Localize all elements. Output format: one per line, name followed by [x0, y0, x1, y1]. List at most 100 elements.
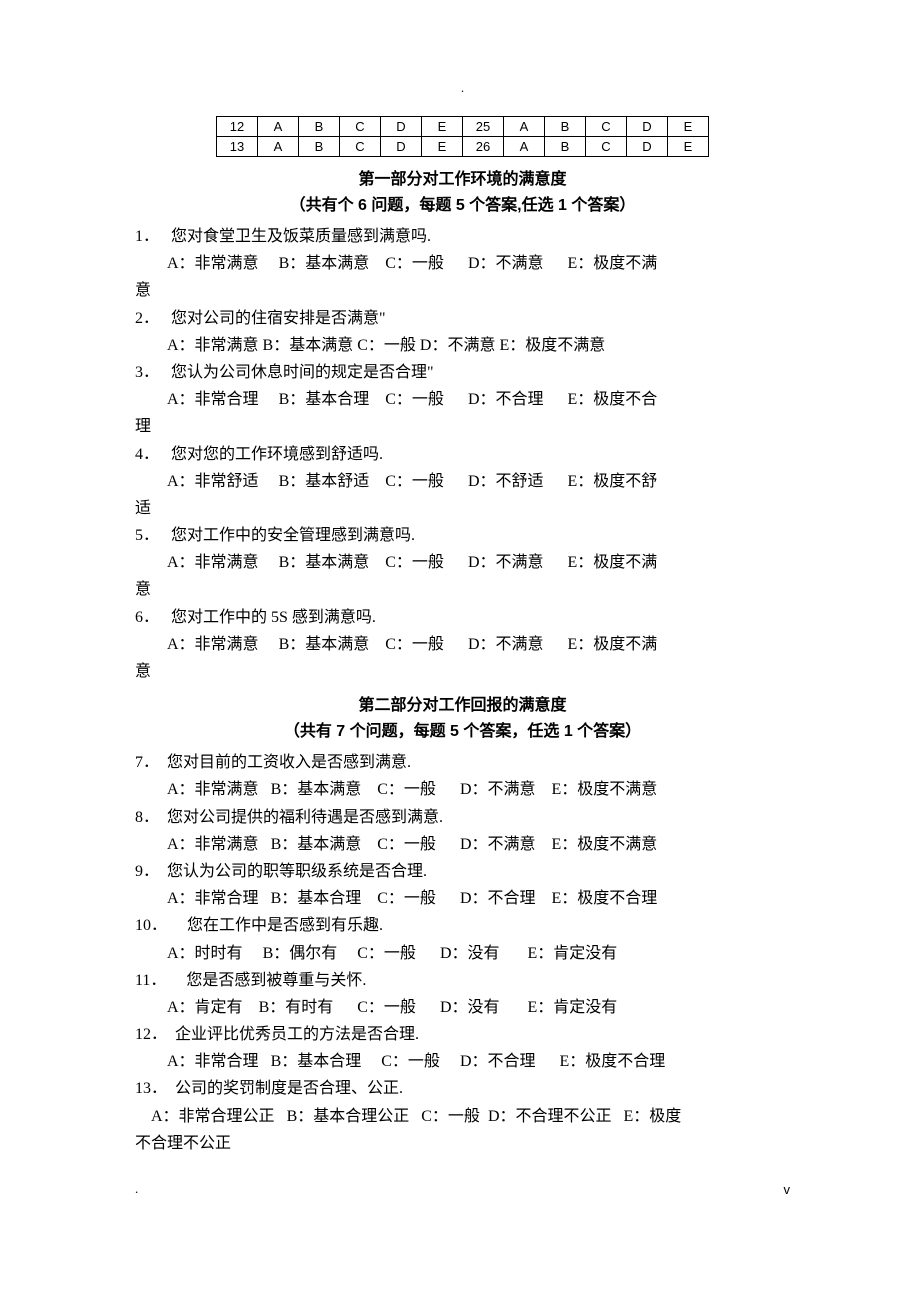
q5-text: 您对工作中的安全管理感到满意吗.: [171, 527, 415, 544]
table-cell[interactable]: B: [299, 137, 340, 157]
opt-a[interactable]: A：非常舒适: [167, 473, 259, 490]
question-2: 2． 您对公司的住宿安排是否满意": [135, 305, 790, 332]
opt-b[interactable]: B：基本合理公正: [287, 1108, 410, 1125]
opt-a[interactable]: A：非常满意: [167, 836, 259, 853]
opt-c[interactable]: C：一般: [377, 836, 436, 853]
opt-e[interactable]: E：极度不满: [568, 255, 658, 272]
table-cell[interactable]: A: [504, 137, 545, 157]
opt-c[interactable]: C：一般: [421, 1108, 480, 1125]
q3-options: A：非常合理 B：基本合理 C：一般 D：不合理 E：极度不合: [135, 386, 790, 413]
table-cell[interactable]: E: [668, 137, 709, 157]
section-2-title: 第二部分对工作回报的满意度: [135, 691, 790, 715]
table-cell[interactable]: A: [504, 117, 545, 137]
opt-c[interactable]: C：一般: [385, 391, 444, 408]
opt-d[interactable]: D：不满意: [460, 781, 536, 798]
opt-a[interactable]: A：非常满意: [167, 255, 259, 272]
table-cell[interactable]: E: [422, 137, 463, 157]
opt-a[interactable]: A：非常合理: [167, 391, 259, 408]
table-cell[interactable]: B: [545, 137, 586, 157]
table-cell[interactable]: C: [586, 137, 627, 157]
opt-b[interactable]: B：基本合理: [271, 890, 362, 907]
opt-a[interactable]: A：肯定有: [167, 999, 243, 1016]
opt-c[interactable]: C：一般: [357, 945, 416, 962]
question-13: 13． 公司的奖罚制度是否合理、公正.: [135, 1075, 790, 1102]
table-cell[interactable]: D: [627, 137, 668, 157]
opt-c[interactable]: C：一般: [385, 255, 444, 272]
opt-c[interactable]: C：一般: [357, 999, 416, 1016]
table-cell[interactable]: A: [258, 137, 299, 157]
opt-e[interactable]: E：极度不满: [568, 636, 658, 653]
opt-e[interactable]: E：极度不合理: [560, 1053, 666, 1070]
opt-d[interactable]: D：不满意: [468, 255, 544, 272]
opt-b[interactable]: B：基本合理: [279, 391, 370, 408]
opt-a[interactable]: A：非常合理公正: [151, 1108, 275, 1125]
opt-e[interactable]: E：极度不合: [568, 391, 658, 408]
opt-a[interactable]: A：时时有: [167, 945, 243, 962]
opt-a[interactable]: A：非常满意: [167, 636, 259, 653]
opt-e[interactable]: E：肯定没有: [528, 945, 618, 962]
table-cell[interactable]: C: [340, 117, 381, 137]
table-cell[interactable]: C: [340, 137, 381, 157]
opt-d[interactable]: D：不满意: [468, 636, 544, 653]
table-cell[interactable]: 13: [217, 137, 258, 157]
opt-d[interactable]: D：不舒适: [468, 473, 544, 490]
opt-d[interactable]: D：没有: [440, 999, 500, 1016]
opt-c[interactable]: C：一般: [385, 473, 444, 490]
opt-e[interactable]: E：极度: [624, 1108, 682, 1125]
opt-b[interactable]: B：基本满意: [279, 636, 370, 653]
table-cell[interactable]: D: [381, 117, 422, 137]
table-cell[interactable]: A: [258, 117, 299, 137]
opt-b[interactable]: B：基本舒适: [279, 473, 370, 490]
opt-c[interactable]: C：一般: [385, 636, 444, 653]
opt-b[interactable]: B：基本满意: [279, 255, 370, 272]
question-6: 6． 您对工作中的 5S 感到满意吗.: [135, 604, 790, 631]
opt-d[interactable]: D：不合理: [460, 1053, 536, 1070]
opt-d[interactable]: D：不合理: [460, 890, 536, 907]
opt-c[interactable]: C：一般: [377, 781, 436, 798]
table-cell[interactable]: E: [668, 117, 709, 137]
document-page: . 12ABCDE25ABCDE13ABCDE26ABCDE 第一部分对工作环境…: [0, 0, 920, 1257]
opt-d[interactable]: D：不合理: [468, 391, 544, 408]
table-cell[interactable]: D: [627, 117, 668, 137]
opt-b[interactable]: B：有时有: [259, 999, 334, 1016]
opt-b[interactable]: B：基本合理: [271, 1053, 362, 1070]
opt-e[interactable]: E：肯定没有: [528, 999, 618, 1016]
table-cell[interactable]: 26: [463, 137, 504, 157]
q11-num: 11．: [135, 972, 166, 989]
opt-e[interactable]: E：极度不满: [568, 554, 658, 571]
opt-a[interactable]: A：非常合理: [167, 1053, 259, 1070]
opt-c[interactable]: C：一般: [377, 890, 436, 907]
opt-b[interactable]: B：基本满意: [271, 781, 362, 798]
table-row: 13ABCDE26ABCDE: [217, 137, 709, 157]
q10-options: A：时时有 B：偶尔有 C：一般 D：没有 E：肯定没有: [135, 940, 790, 967]
opt-b[interactable]: B：基本满意: [279, 554, 370, 571]
section-1-subtitle: （共有个 6 问题，每题 5 个答案,任选 1 个答案）: [135, 191, 790, 215]
opt-d[interactable]: D：不满意: [460, 836, 536, 853]
opt-b[interactable]: B：偶尔有: [263, 945, 338, 962]
opt-d[interactable]: D：不满意: [468, 554, 544, 571]
question-5: 5． 您对工作中的安全管理感到满意吗.: [135, 522, 790, 549]
opt-c[interactable]: C：一般: [381, 1053, 440, 1070]
opt-d[interactable]: D：不合理不公正: [488, 1108, 612, 1125]
opt-a[interactable]: A：非常满意: [167, 781, 259, 798]
table-cell[interactable]: D: [381, 137, 422, 157]
table-cell[interactable]: C: [586, 117, 627, 137]
opt-c[interactable]: C：一般: [385, 554, 444, 571]
opt-d[interactable]: D：没有: [440, 945, 500, 962]
table-cell[interactable]: E: [422, 117, 463, 137]
q2-options[interactable]: A：非常满意 B：基本满意 C：一般 D：不满意 E：极度不满意: [135, 332, 790, 359]
table-cell[interactable]: B: [545, 117, 586, 137]
opt-a[interactable]: A：非常合理: [167, 890, 259, 907]
opt-e[interactable]: E：极度不舒: [568, 473, 658, 490]
opt-e[interactable]: E：极度不合理: [552, 890, 658, 907]
opt-e[interactable]: E：极度不满意: [552, 836, 658, 853]
table-cell[interactable]: 12: [217, 117, 258, 137]
table-cell[interactable]: 25: [463, 117, 504, 137]
opt-e[interactable]: E：极度不满意: [552, 781, 658, 798]
question-10: 10． 您在工作中是否感到有乐趣.: [135, 912, 790, 939]
q8-text: 您对公司提供的福利待遇是否感到满意.: [167, 809, 443, 826]
q7-options: A：非常满意 B：基本满意 C：一般 D：不满意 E：极度不满意: [135, 776, 790, 803]
opt-a[interactable]: A：非常满意: [167, 554, 259, 571]
table-cell[interactable]: B: [299, 117, 340, 137]
opt-b[interactable]: B：基本满意: [271, 836, 362, 853]
